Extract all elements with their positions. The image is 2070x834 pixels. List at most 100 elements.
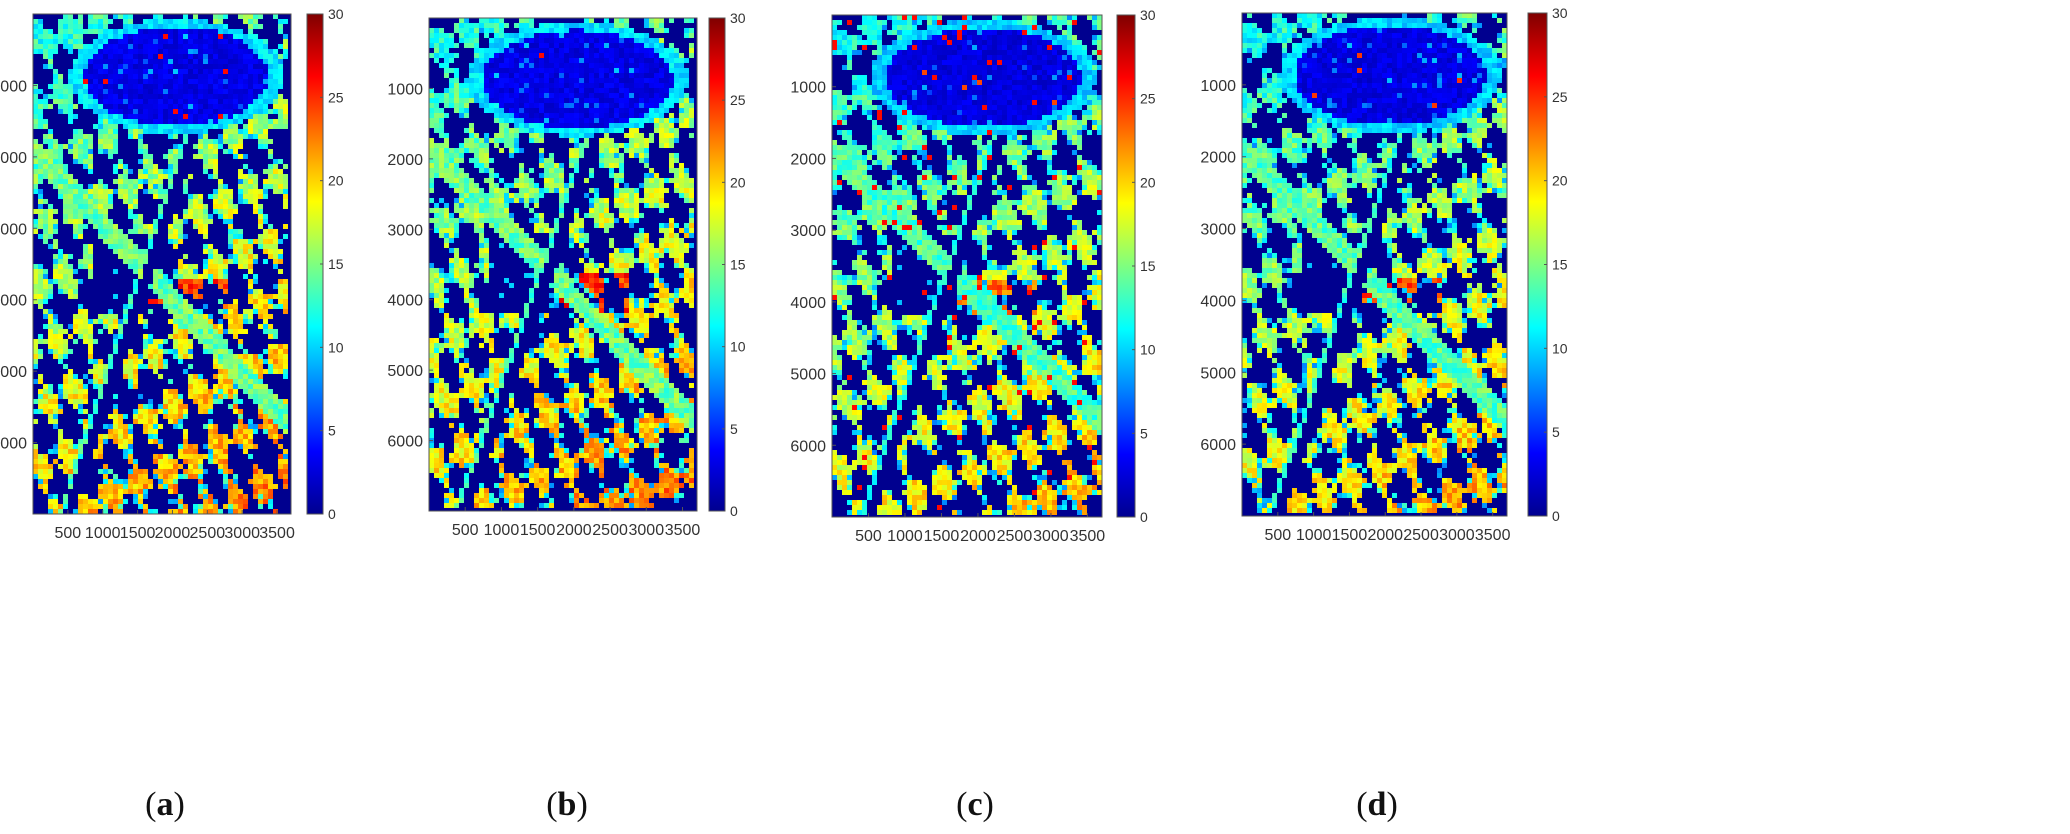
x-tick-label: 1500	[520, 522, 556, 539]
x-tick-label: 1000	[887, 528, 923, 545]
colorbar	[307, 14, 323, 514]
panel-label: (d)	[1356, 786, 1398, 823]
y-tick-label: 1000	[0, 78, 27, 95]
colorbar-tick-label: 25	[1140, 91, 1156, 107]
colorbar-tick-label: 15	[730, 257, 746, 273]
y-tick-label: 5000	[1200, 365, 1236, 382]
y-tick-label: 1000	[790, 80, 826, 97]
axes-frame	[32, 13, 292, 515]
y-tick-label: 5000	[790, 367, 826, 384]
x-tick-label: 2500	[997, 528, 1033, 545]
colorbar-tick-label: 10	[730, 339, 746, 355]
axes-frame	[1241, 12, 1508, 517]
x-tick-label: 2000	[155, 525, 191, 542]
colorbar-tick-label: 0	[1140, 509, 1148, 525]
colorbar-tick-label: 30	[730, 10, 746, 26]
y-tick-label: 2000	[0, 150, 27, 167]
y-tick-label: 4000	[1200, 293, 1236, 310]
x-tick-label: 3500	[1070, 528, 1106, 545]
x-tick-label: 2500	[190, 525, 226, 542]
colorbar-tick-label: 0	[1552, 508, 1560, 524]
colorbar-tick-label: 15	[1552, 257, 1568, 273]
x-tick-label: 2500	[592, 522, 628, 539]
colorbar-tick-label: 20	[328, 173, 344, 189]
x-tick-label: 3500	[665, 522, 701, 539]
colorbar-tick-label: 30	[328, 6, 344, 22]
y-tick-label: 4000	[790, 295, 826, 312]
x-tick-label: 3000	[629, 522, 665, 539]
colorbar-tick-label: 5	[1552, 424, 1560, 440]
x-tick-label: 1000	[85, 525, 121, 542]
x-tick-label: 1500	[1332, 527, 1368, 544]
panel-d: 500 1000 1500 2000 2500 3000 35001000200030004…	[1200, 5, 1567, 823]
colorbar-tick-label: 25	[1552, 89, 1568, 105]
panel-label: (a)	[145, 786, 185, 823]
x-tick-label: 1000	[484, 522, 520, 539]
colorbar-tick-label: 10	[1552, 340, 1568, 356]
heatmap-cells	[1242, 13, 1507, 513]
colorbar-tick-label: 5	[730, 421, 738, 437]
colorbar-tick-label: 25	[328, 89, 344, 105]
x-tick-label: 1500	[120, 525, 156, 542]
axes-frame	[428, 17, 698, 512]
colorbar	[1117, 15, 1135, 517]
x-tick-label: 2000	[556, 522, 592, 539]
panel-a: 5001000150020002500300035001000200030004…	[0, 6, 344, 823]
colorbar-tick-label: 30	[1140, 7, 1156, 23]
heatmap-cells	[33, 14, 288, 514]
x-tick-label: 1500	[924, 528, 960, 545]
y-tick-label: 6000	[1200, 437, 1236, 454]
panel-c: 500 1000 1500 2000 2500 3000 35001000200030004…	[790, 7, 1155, 823]
colorbar-tick-label: 20	[1552, 173, 1568, 189]
x-tick-label: 3000	[224, 525, 260, 542]
colorbar-tick-label: 0	[730, 503, 738, 519]
colorbar-tick-label: 0	[328, 506, 336, 522]
y-tick-label: 4000	[0, 293, 27, 310]
y-tick-label: 3000	[1200, 222, 1236, 239]
y-tick-label: 2000	[387, 152, 423, 169]
y-tick-label: 3000	[387, 222, 423, 239]
y-tick-label: 2000	[790, 151, 826, 168]
colorbar-tick-label: 25	[730, 92, 746, 108]
panel-label: (c)	[956, 786, 994, 823]
x-tick-label: 2000	[1367, 527, 1403, 544]
x-tick-label: 2500	[1403, 527, 1439, 544]
colorbar-tick-label: 20	[1140, 174, 1156, 190]
heatmap-cells	[832, 15, 1102, 515]
x-tick-label: 3000	[1439, 527, 1475, 544]
x-tick-label: 500	[1264, 527, 1291, 544]
y-tick-label: 2000	[1200, 150, 1236, 167]
y-tick-label: 3000	[790, 223, 826, 240]
x-tick-label: 3500	[259, 525, 295, 542]
colorbar-tick-label: 30	[1552, 5, 1568, 21]
x-tick-label: 1000	[1296, 527, 1332, 544]
axes-frame	[831, 14, 1103, 518]
y-tick-label: 1000	[387, 81, 423, 98]
colorbar-tick-label: 15	[1140, 258, 1156, 274]
colorbar	[709, 18, 725, 511]
x-tick-label: 500	[855, 528, 882, 545]
colorbar-tick-label: 10	[328, 339, 344, 355]
x-tick-label: 3500	[1475, 527, 1511, 544]
y-tick-label: 6000	[387, 434, 423, 451]
y-tick-label: 1000	[1200, 78, 1236, 95]
heatmap-cells	[429, 18, 694, 508]
x-tick-label: 3000	[1033, 528, 1069, 545]
x-tick-label: 500	[452, 522, 479, 539]
colorbar-tick-label: 5	[1140, 425, 1148, 441]
colorbar-tick-label: 20	[730, 174, 746, 190]
y-tick-label: 4000	[387, 293, 423, 310]
colorbar-tick-label: 10	[1140, 342, 1156, 358]
y-tick-label: 5000	[387, 363, 423, 380]
x-tick-label: 2000	[960, 528, 996, 545]
panel-b: 500 1000 1500 2000 2500 3000 35001000200030004…	[387, 10, 745, 823]
colorbar-tick-label: 15	[328, 256, 344, 272]
y-tick-label: 5000	[0, 364, 27, 381]
y-tick-label: 3000	[0, 221, 27, 238]
y-tick-label: 6000	[790, 438, 826, 455]
colorbar	[1528, 13, 1547, 516]
y-tick-label: 6000	[0, 436, 27, 453]
panel-label: (b)	[546, 786, 588, 823]
colorbar-tick-label: 5	[328, 423, 336, 439]
